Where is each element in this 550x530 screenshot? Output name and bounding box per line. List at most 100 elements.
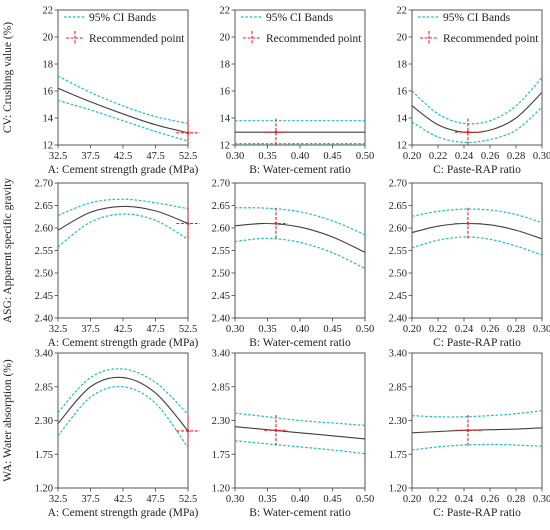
recommended-point-marker — [466, 130, 470, 134]
x-tick-label: 32.5 — [49, 324, 67, 335]
curves — [58, 368, 188, 448]
y-tick-label: 2.85 — [35, 382, 53, 393]
recommended-point-marker — [274, 222, 278, 225]
y-tick-label: 18 — [43, 60, 54, 71]
x-tick-label: 0.30 — [533, 151, 550, 162]
x-tick-label: 0.22 — [429, 151, 447, 162]
recommended-point-marker — [274, 130, 278, 134]
x-tick-label: 47.5 — [146, 494, 164, 505]
ci-lower-line — [58, 385, 188, 448]
x-tick-label: 0.24 — [455, 151, 474, 162]
plot-frame — [234, 182, 366, 319]
recommended-point-marker — [186, 222, 190, 225]
x-axis-label: A: Cement strength grade (MPa) — [48, 507, 199, 519]
y-tick-label: 2.45 — [212, 291, 230, 302]
x-tick-label: 37.5 — [81, 324, 99, 335]
y-tick-label: 2.55 — [35, 246, 53, 257]
x-axis-label: A: Cement strength grade (MPa) — [48, 337, 199, 349]
y-tick-label: 16 — [220, 87, 231, 98]
y-tick-label: 1.20 — [389, 484, 407, 495]
y-tick-label: 2.70 — [212, 179, 230, 190]
x-tick-label: 0.50 — [356, 151, 374, 162]
x-tick-label: 0.30 — [226, 494, 244, 505]
ci-upper-line — [235, 207, 365, 236]
predicted-line — [412, 222, 542, 240]
y-tick-label: 2.85 — [212, 382, 230, 393]
y-tick-label: 20 — [397, 33, 408, 44]
x-tick-label: 0.26 — [481, 151, 499, 162]
x-axis-label: C: Paste-RAP ratio — [433, 337, 521, 349]
x-tick-label: 0.45 — [323, 324, 341, 335]
x-tick-label: 0.40 — [291, 494, 309, 505]
plot-frame — [57, 352, 189, 489]
y-tick-label: 12 — [43, 141, 54, 152]
y-tick-label: 2.55 — [389, 246, 407, 257]
y-tick-label: 2.70 — [35, 179, 53, 190]
curves — [58, 75, 188, 142]
y-tick-label: 3.40 — [212, 349, 230, 360]
x-tick-label: 0.35 — [258, 324, 276, 335]
panel-3: 0.20 0.22 0.24 0.26 0.28 0.30 12 14 16 18 20 22 C: P… — [397, 6, 550, 176]
ci-lower-line — [412, 443, 542, 451]
x-tick-label: 0.28 — [507, 324, 525, 335]
curves — [412, 208, 542, 256]
y-tick-label: 14 — [220, 114, 231, 125]
panel-8: 0.30 0.35 0.40 0.45 0.50 1.20 1.75 2.30 2.85 3.40… — [212, 349, 375, 519]
y-tick-label: 2.60 — [389, 224, 407, 235]
curves — [58, 198, 188, 248]
predicted-line — [58, 87, 188, 134]
panel-4: 32.5 37.5 42.5 47.5 52.5 2.40 2.45 2.50 2.55 2.60… — [2, 178, 200, 349]
x-tick-label: 52.5 — [179, 324, 197, 335]
ci-lower-line — [58, 99, 188, 142]
x-tick-label: 42.5 — [114, 151, 132, 162]
y-tick-label: 2.40 — [212, 314, 230, 325]
legend-rec-label: Recommended point — [89, 33, 185, 45]
y-tick-label: 22 — [397, 6, 408, 17]
ci-upper-line — [58, 198, 188, 216]
curves — [235, 207, 365, 270]
y-tick-label: 2.65 — [389, 201, 407, 212]
x-axis-label: C: Paste-RAP ratio — [433, 507, 521, 519]
x-axis-label: B: Water-cement ratio — [249, 164, 351, 176]
y-tick-label: 2.65 — [35, 201, 53, 212]
x-tick-label: 0.26 — [481, 324, 499, 335]
predicted-line — [58, 376, 188, 432]
legend-ci-label: 95% CI Bands — [89, 12, 157, 24]
x-tick-label: 0.20 — [403, 151, 421, 162]
ci-lower-line — [412, 106, 542, 143]
predicted-line — [235, 426, 365, 440]
y-tick-label: 2.50 — [35, 269, 53, 280]
curves — [412, 77, 542, 143]
y-axis-label: ASG: Apparent specific gravity — [2, 178, 14, 324]
y-tick-label: 12 — [397, 141, 408, 152]
y-tick-label: 18 — [220, 60, 231, 71]
x-axis-label: A: Cement strength grade (MPa) — [48, 164, 199, 176]
y-tick-label: 2.60 — [35, 224, 53, 235]
predicted-line — [235, 222, 365, 253]
recommended-point-marker — [274, 428, 278, 432]
panel-1: 32.5 37.5 42.5 47.5 52.5 12 14 16 18 20 22 A: Cemen… — [2, 6, 200, 176]
panel-7: 32.5 37.5 42.5 47.5 52.5 1.20 1.75 2.30 2.85 3.40… — [2, 349, 200, 519]
predicted-line — [58, 205, 188, 231]
recommended-point-marker — [466, 222, 470, 225]
x-tick-label: 0.20 — [403, 494, 421, 505]
y-tick-label: 1.20 — [35, 484, 53, 495]
panel-2: 0.30 0.35 0.40 0.45 0.50 12 14 16 18 20 22 B: Water… — [220, 6, 375, 176]
legend-rec-label: Recommended point — [266, 33, 362, 45]
legend-rec-label: Recommended point — [443, 33, 539, 45]
ci-upper-line — [412, 77, 542, 125]
y-tick-label: 3.40 — [389, 349, 407, 360]
predicted-line — [412, 427, 542, 434]
recommended-point-marker — [186, 131, 190, 135]
y-axis-label: CV: Crushing value (%) — [2, 22, 14, 133]
x-tick-label: 0.24 — [455, 494, 474, 505]
x-axis-label: B: Water-cement ratio — [249, 507, 351, 519]
ci-upper-line — [235, 412, 365, 427]
x-tick-label: 32.5 — [49, 151, 67, 162]
x-tick-label: 0.40 — [291, 324, 309, 335]
x-tick-label: 37.5 — [81, 494, 99, 505]
x-tick-label: 0.30 — [226, 324, 244, 335]
recommended-point-marker — [186, 429, 190, 433]
plot-frame — [411, 352, 543, 489]
ci-upper-line — [58, 368, 188, 415]
